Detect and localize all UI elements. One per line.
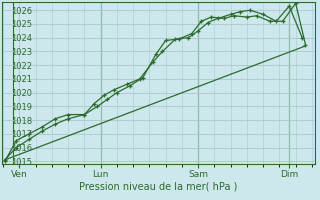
X-axis label: Pression niveau de la mer( hPa ): Pression niveau de la mer( hPa ) [79, 181, 237, 191]
